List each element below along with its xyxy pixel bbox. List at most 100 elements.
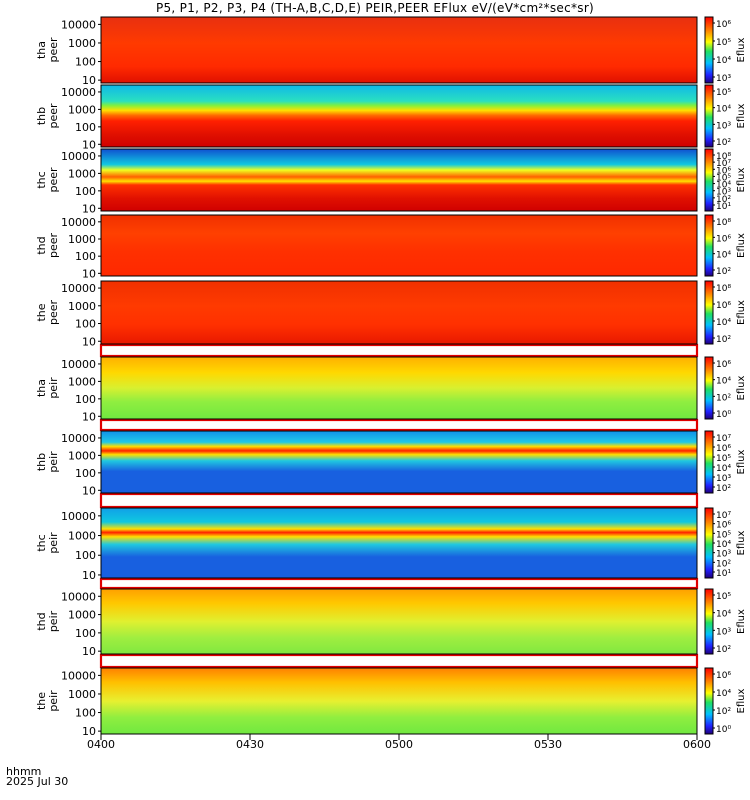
colorbar-tick-label: 10³ <box>716 550 731 560</box>
y-tick-label: 10 <box>82 138 96 151</box>
colorbar-tick-label: 10⁵ <box>716 173 731 183</box>
colorbar-the-peer <box>704 280 714 345</box>
colorbar-tick-label: 10⁶ <box>716 234 731 244</box>
colorbar-label: Eflux <box>736 103 747 128</box>
colorbar-tick-label: 10⁴ <box>716 251 731 261</box>
colorbar-label: Eflux <box>736 609 747 634</box>
y-tick-label: 100 <box>75 707 96 720</box>
colorbar-tick-label: 10² <box>716 484 731 494</box>
y-tick-label: 100 <box>75 56 96 69</box>
colorbar-label: Eflux <box>736 233 747 258</box>
colorbar-tick-label: 10⁶ <box>716 301 731 311</box>
panel-label-species: peer <box>47 37 60 63</box>
colorbar-tick-label: 10² <box>716 267 731 277</box>
panel-thb-peir-spectrogram <box>101 431 697 493</box>
colorbar-tick-label: 10³ <box>716 74 731 84</box>
colorbar-tick-label: 10² <box>716 195 731 205</box>
panel-thc-peer-frame <box>100 148 698 212</box>
panel-label-species: peer <box>47 167 60 193</box>
colorbar-label: Eflux <box>736 37 747 62</box>
colorbar-tick-label: 10⁴ <box>716 540 731 550</box>
panel-label-species: peer <box>47 103 60 129</box>
panel-the-peer-frame <box>100 280 698 345</box>
colorbar-label: Eflux <box>736 167 747 192</box>
colorbar-thd-peir <box>704 588 714 655</box>
y-tick-label: 100 <box>75 318 96 331</box>
colorbar-tick-label: 10⁶ <box>716 671 731 681</box>
panel-label-probe: the <box>35 692 48 710</box>
colorbar-tick-label: 10⁸ <box>716 218 731 228</box>
panel-the-peer-spectrogram <box>101 281 697 344</box>
panel-label-species: peer <box>47 300 60 326</box>
y-tick-label: 1000 <box>68 530 96 543</box>
panel-thb-peer-spectrogram <box>101 85 697 147</box>
y-tick-label: 100 <box>75 121 96 134</box>
colorbar-tha-peer <box>704 16 714 84</box>
colorbar-label: Eflux <box>736 300 747 325</box>
colorbar-tick-label: 10⁰ <box>716 725 731 735</box>
panel-tha-peer-frame <box>100 16 698 84</box>
colorbar-tick-label: 10² <box>716 559 731 569</box>
y-tick-label: 10 <box>82 410 96 423</box>
colorbar-tick-label: 10⁴ <box>716 105 731 115</box>
panel-label-species: peir <box>47 610 60 632</box>
panel-label-probe: thd <box>35 612 48 630</box>
y-tick-label: 10000 <box>61 432 96 445</box>
colorbar-tick-label: 10⁴ <box>716 610 731 620</box>
panel-tha-peir-spectrogram <box>101 357 697 419</box>
colorbar-tick-label: 10⁴ <box>716 464 731 474</box>
x-axis-label-hhmm: hhmm <box>6 765 42 778</box>
y-tick-label: 10000 <box>61 510 96 523</box>
colorbar-tick-label: 10⁶ <box>716 20 731 30</box>
y-tick-label: 10000 <box>61 590 96 603</box>
panel-thd-peir-spectrogram <box>101 589 697 654</box>
colorbar-tick-label: 10⁶ <box>716 444 731 454</box>
colorbar-tick-label: 10² <box>716 335 731 345</box>
colorbar-label: Eflux <box>736 449 747 474</box>
panel-thc-peir-spectrogram <box>101 508 697 578</box>
colorbar-tick-label: 10² <box>716 645 731 655</box>
y-tick-label: 100 <box>75 250 96 263</box>
y-tick-label: 10000 <box>61 669 96 682</box>
y-tick-label: 100 <box>75 627 96 640</box>
panel-label-species: peir <box>47 451 60 473</box>
colorbar-tick-label: 10⁴ <box>716 56 731 66</box>
y-tick-label: 1000 <box>68 609 96 622</box>
y-tick-label: 10000 <box>61 358 96 371</box>
colorbar-tick-label: 10⁸ <box>716 152 731 162</box>
y-tick-label: 10 <box>82 335 96 348</box>
colorbar-tick-label: 10³ <box>716 474 731 484</box>
colorbar-tick-label: 10² <box>716 138 731 148</box>
panel-label-probe: thd <box>35 236 48 254</box>
colorbar-tick-label: 10² <box>716 393 731 403</box>
y-tick-label: 100 <box>75 393 96 406</box>
panel-thc-peer-spectrogram <box>101 149 697 211</box>
colorbar-tick-label: 10³ <box>716 188 731 198</box>
y-tick-label: 1000 <box>68 167 96 180</box>
panel-thb-peer-frame <box>100 84 698 148</box>
colorbar-tick-label: 10² <box>716 707 731 717</box>
panel-thd-peer-spectrogram <box>101 215 697 276</box>
colorbar-tick-label: 10⁵ <box>716 88 731 98</box>
panel-thc-peir-frame <box>100 507 698 579</box>
x-tick-label: 0600 <box>683 738 711 751</box>
colorbar-tick-label: 10⁰ <box>716 410 731 420</box>
panel-label-probe: tha <box>35 41 48 59</box>
colorbar-tick-label: 10⁴ <box>716 318 731 328</box>
y-tick-label: 10000 <box>61 216 96 229</box>
colorbar-thb-peer <box>704 84 714 148</box>
colorbar-tick-label: 10⁶ <box>716 360 731 370</box>
x-tick-label: 0400 <box>87 738 115 751</box>
colorbar-label: Eflux <box>736 375 747 400</box>
panel-label-species: peir <box>47 532 60 554</box>
colorbar-tick-label: 10⁴ <box>716 181 731 191</box>
panel-thb-peir-frame <box>100 430 698 494</box>
y-tick-label: 10 <box>82 484 96 497</box>
colorbar-tick-label: 10⁷ <box>716 511 731 521</box>
panel-thd-peir-frame <box>100 588 698 655</box>
separator-strip-3 <box>99 577 699 590</box>
y-tick-label: 1000 <box>68 103 96 116</box>
colorbar-tick-label: 10⁷ <box>716 434 731 444</box>
separator-strip-1 <box>99 418 699 432</box>
colorbar-label: Eflux <box>736 530 747 555</box>
